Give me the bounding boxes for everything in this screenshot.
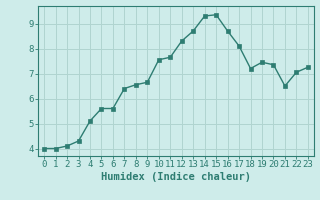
X-axis label: Humidex (Indice chaleur): Humidex (Indice chaleur) <box>101 172 251 182</box>
